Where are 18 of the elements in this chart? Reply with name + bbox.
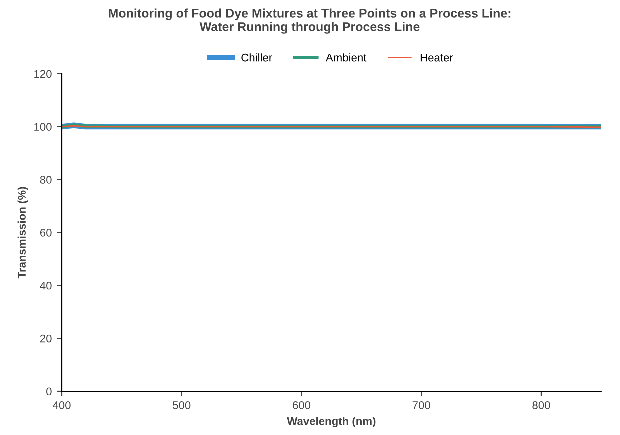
y-tick-label: 40 — [40, 282, 52, 290]
x-tick-label: 700 — [412, 402, 430, 410]
x-tick-label: 600 — [293, 402, 311, 410]
x-axis-title: Wavelength (nm) — [287, 417, 376, 428]
y-tick-label: 120 — [34, 70, 52, 78]
legend-label: Ambient — [326, 54, 367, 62]
legend-label: Heater — [420, 54, 454, 62]
y-tick-label: 20 — [40, 334, 52, 343]
x-tick-label: 400 — [52, 402, 71, 410]
y-tick-label: 80 — [40, 176, 52, 184]
x-tick-label: 500 — [173, 402, 191, 410]
y-tick-label: 100 — [34, 123, 52, 132]
chart-title: Monitoring of Food Dye Mixtures at Three Points on a Process Line: Water Running through Process Line — [109, 8, 511, 34]
legend-label: Chiller — [242, 54, 272, 62]
y-axis-title: Transmission (%) — [18, 187, 28, 279]
x-tick-label: 800 — [532, 402, 550, 410]
y-tick-label: 60 — [40, 228, 52, 237]
y-tick-label: 0 — [46, 388, 52, 396]
